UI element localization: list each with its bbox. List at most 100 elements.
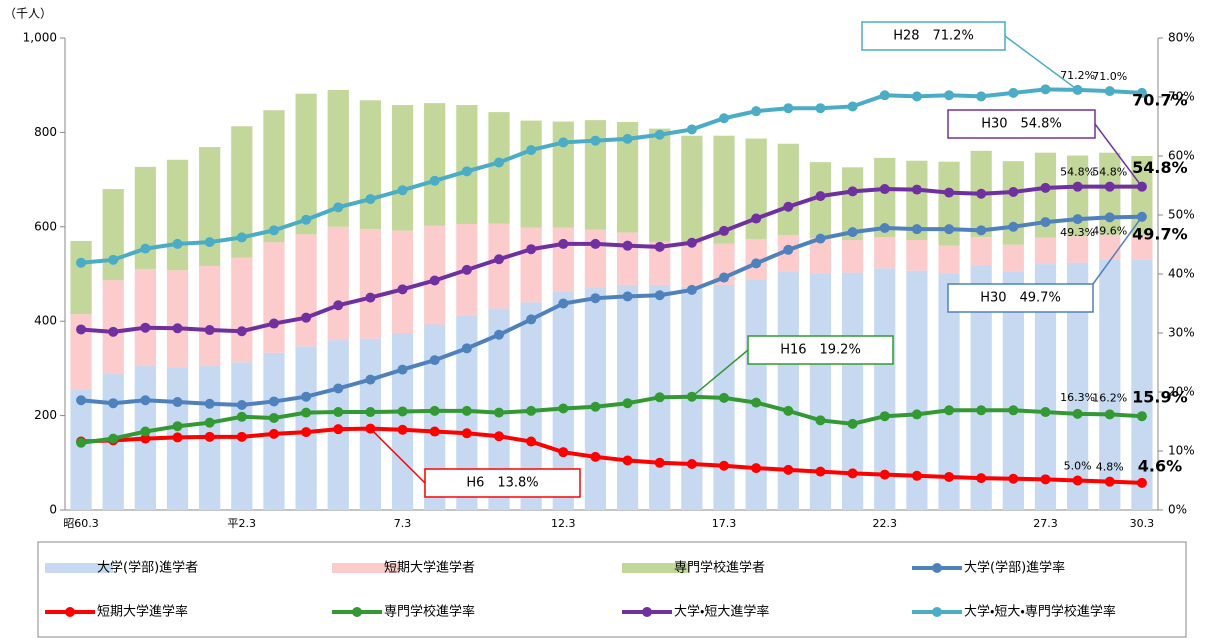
line-marker (429, 355, 440, 366)
bar-segment (584, 120, 607, 230)
line-marker (911, 184, 922, 195)
line-marker (976, 225, 987, 236)
line-marker (526, 314, 537, 325)
line-marker (365, 374, 376, 385)
legend-label: 大学(学部)進学率 (964, 560, 1065, 576)
line-marker (944, 405, 955, 416)
line-marker (236, 326, 247, 337)
y2-tick-label: 60% (1168, 149, 1195, 163)
line-marker (1008, 473, 1019, 484)
line-marker (526, 436, 537, 447)
line-marker (847, 101, 858, 112)
legend-swatch (932, 607, 942, 617)
line-marker (493, 329, 504, 340)
line-marker (236, 232, 247, 243)
x-tick-label: 7.3 (394, 517, 412, 530)
bar-segment (102, 189, 124, 281)
bar-segment (777, 143, 799, 236)
bar-segment (327, 89, 349, 227)
legend-swatch (45, 563, 113, 573)
line-marker (526, 244, 537, 255)
line-marker (1136, 477, 1147, 488)
bar-segment (1002, 244, 1024, 272)
x-tick-label: 30.3 (1130, 517, 1155, 530)
line-marker (590, 451, 601, 462)
callout-text: H30 49.7% (980, 291, 1061, 306)
bar-segment (938, 273, 960, 510)
legend-swatch (65, 607, 75, 617)
line-marker (1040, 217, 1051, 228)
bar-segment (584, 229, 607, 288)
line-marker (976, 473, 987, 484)
bar-segment (102, 280, 124, 374)
line-marker (654, 290, 665, 301)
y2-tick-label: 0% (1168, 503, 1187, 517)
line-marker (622, 455, 633, 466)
legend-label: 短期大学進学者 (384, 560, 475, 576)
legend-swatch (332, 563, 400, 573)
legend-swatch (642, 607, 652, 617)
bar-segment (391, 333, 414, 510)
bar-segment (263, 242, 285, 353)
bar-segment (70, 389, 92, 510)
bar-segment (359, 100, 382, 230)
callout-box (747, 335, 894, 365)
bar-segment (70, 240, 92, 315)
bar-segment (1099, 259, 1121, 510)
legend-label: 大学(学部)進学者 (97, 560, 198, 576)
line-marker (397, 424, 408, 435)
bar-segment (1002, 161, 1024, 245)
bar-segment (745, 138, 767, 240)
legend-label: 大学・短大進学率 (674, 604, 769, 620)
line-marker (815, 191, 826, 202)
bar-segment (488, 223, 510, 309)
data-label: 4.8% (1096, 461, 1124, 474)
line-marker (1136, 411, 1147, 422)
x-tick-label: 12.3 (551, 517, 576, 530)
line-marker (140, 322, 151, 333)
x-tick-label: 17.3 (712, 517, 737, 530)
line-marker (461, 166, 472, 177)
line-marker (493, 407, 504, 418)
bar-segment (906, 240, 928, 271)
y2-tick-label: 50% (1168, 208, 1195, 222)
line-marker (1104, 476, 1115, 487)
line-marker (236, 431, 247, 442)
line-marker (429, 405, 440, 416)
line-marker (1104, 181, 1115, 192)
line-marker (783, 201, 794, 212)
line-marker (944, 224, 955, 235)
bar-segment (1067, 262, 1089, 510)
bar-segment (649, 241, 671, 285)
line-marker (268, 412, 279, 423)
legend-label: 専門学校進学率 (384, 604, 475, 620)
line-marker (847, 227, 858, 238)
bar-segment (906, 160, 928, 241)
line-marker (558, 403, 569, 414)
line-marker (847, 468, 858, 479)
line-marker (686, 237, 697, 248)
line-marker (558, 137, 569, 148)
line-marker (236, 411, 247, 422)
line-marker (622, 133, 633, 144)
line-marker (268, 225, 279, 236)
line (80, 214, 1142, 407)
data-label: 71.2% (1060, 69, 1095, 82)
line-marker (1072, 475, 1083, 486)
bar-segment (1067, 236, 1089, 263)
y2-tick-label: 70% (1168, 90, 1195, 104)
bar-segment (520, 120, 542, 228)
line-marker (590, 401, 601, 412)
line-marker (1008, 87, 1019, 98)
line-marker (333, 424, 344, 435)
callout-text: H16 19.2% (780, 343, 861, 358)
bar-segment (295, 93, 317, 235)
line-marker (397, 185, 408, 196)
line-marker (172, 323, 183, 334)
y-tick-label: 600 (34, 219, 57, 233)
line-marker (333, 407, 344, 418)
line (80, 394, 1143, 445)
bar-segment (681, 135, 703, 244)
bar-segment (520, 227, 542, 303)
y2-tick-label: 80% (1168, 31, 1195, 45)
